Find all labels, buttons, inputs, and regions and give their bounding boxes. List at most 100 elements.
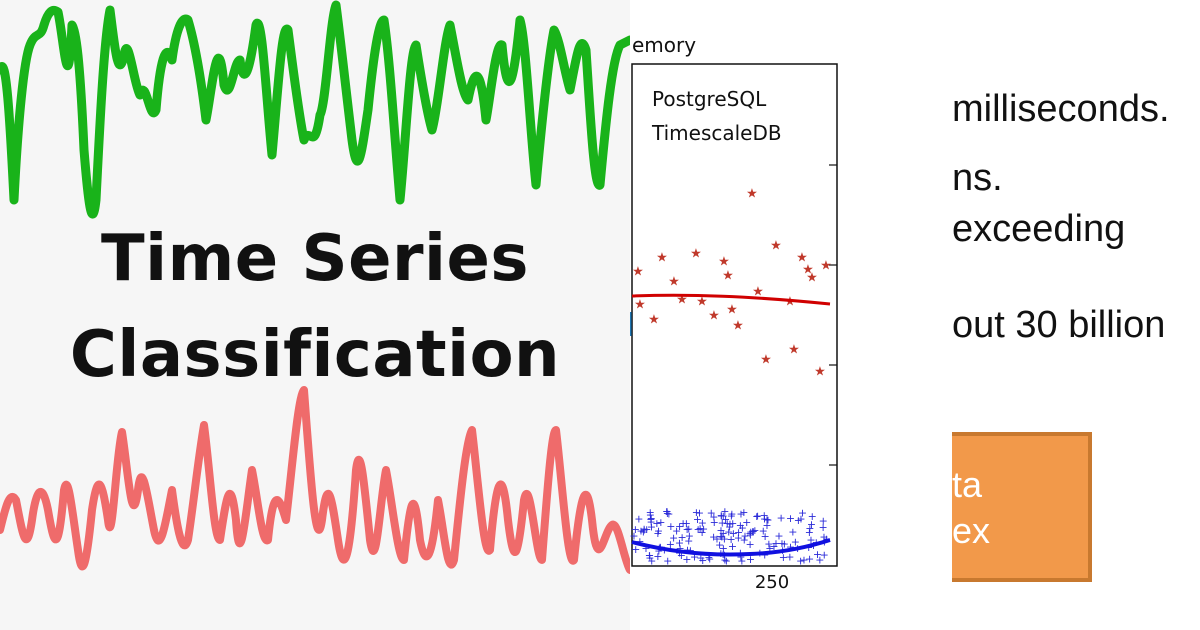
timescaledb-point: +	[807, 518, 816, 531]
timescaledb-point: +	[813, 548, 822, 561]
timescaledb-point: +	[641, 542, 650, 555]
timescaledb-point: +	[672, 525, 681, 538]
timescaledb-point: +	[712, 533, 721, 546]
timescaledb-point: +	[693, 523, 702, 536]
timescaledb-point: +	[721, 513, 730, 526]
timescaledb-point: +	[653, 527, 662, 540]
timescaledb-point: +	[631, 523, 640, 536]
timescaledb-point: +	[820, 549, 829, 562]
timescaledb-point: +	[639, 523, 648, 536]
timescaledb-point: +	[645, 551, 654, 564]
postgresql-point: ★	[708, 309, 720, 324]
postgresql-point: ★	[632, 265, 644, 280]
timescaledb-point: +	[707, 507, 716, 520]
right-axis-ticks	[829, 164, 837, 466]
timescaledb-point: +	[739, 506, 748, 519]
timescaledb-point: +	[678, 517, 687, 530]
timescaledb-point: +	[692, 506, 701, 519]
timescaledb-point: +	[805, 522, 814, 535]
postgresql-point: ★	[752, 285, 764, 300]
timescaledb-point: +	[786, 540, 795, 553]
waveforms	[0, 0, 630, 574]
postgresql-point: ★	[634, 298, 646, 313]
timescaledb-point: +	[774, 530, 783, 543]
timescaledb-point: +	[663, 554, 672, 567]
timescaledb-point: +	[663, 507, 672, 520]
timescaledb-point: +	[636, 524, 645, 537]
timescaledb-point: +	[722, 555, 731, 568]
timescaledb-point: +	[818, 521, 827, 534]
timescaledb-point: +	[726, 533, 735, 546]
timescaledb-point: +	[696, 552, 705, 565]
timescaledb-point: +	[654, 545, 663, 558]
timescaledb-point: +	[718, 517, 727, 530]
timescaledb-point: +	[647, 512, 656, 525]
timescaledb-point: +	[734, 526, 743, 539]
timescaledb-point: +	[736, 519, 745, 532]
postgresql-point: ★	[732, 319, 744, 334]
postgresql-point: ★	[676, 293, 688, 308]
orange-box: ta ex	[952, 432, 1092, 582]
timescaledb-point: +	[630, 529, 639, 542]
timescaledb-point: +	[695, 506, 704, 519]
timescaledb-point: +	[746, 553, 755, 566]
time-series-classification-panel: Time Series Classification	[0, 0, 630, 574]
postgresql-point: ★	[788, 343, 800, 358]
timescaledb-point: +	[710, 516, 719, 529]
timescaledb-point: +	[798, 506, 807, 519]
timescaledb-point: +	[639, 526, 648, 539]
postgresql-point: ★	[690, 247, 702, 262]
timescaledb-point: +	[683, 543, 692, 556]
timescaledb-point: +	[753, 509, 762, 522]
timescaledb-point: +	[677, 549, 686, 562]
timescaledb-point: +	[682, 523, 691, 536]
text-line-1: milliseconds.	[952, 88, 1170, 130]
timescaledb-point: +	[704, 551, 713, 564]
postgresql-point: ★	[722, 269, 734, 284]
timescaledb-point: +	[725, 518, 734, 531]
chart-panel: emory PostgreSQL TimescaleDB ★ ★ ★ ★ ★ ★ ★ ★ ★ ★ ★…	[630, 0, 900, 630]
timescaledb-point: +	[719, 527, 728, 540]
timescaledb-point: +	[723, 517, 732, 530]
timescaledb-point: +	[759, 525, 768, 538]
chart-title-fragment: emory	[632, 33, 696, 57]
timescaledb-point: +	[653, 550, 662, 563]
timescaledb-point: +	[645, 549, 654, 562]
timescaledb-point: +	[716, 524, 725, 537]
text-line-4: out 30 billion	[952, 304, 1166, 346]
timescaledb-point: +	[728, 540, 737, 553]
timescaledb-point: +	[791, 536, 800, 549]
timescaledb-point: +	[646, 506, 655, 519]
timescaledb-point: +	[805, 526, 814, 539]
red-waveform	[0, 386, 630, 574]
timescaledb-point: +	[737, 555, 746, 568]
timescaledb-point: +	[645, 549, 654, 562]
timescaledb-point: +	[805, 552, 814, 565]
timescaledb-point: +	[750, 524, 759, 537]
postgresql-point: ★	[696, 295, 708, 310]
timescaledb-point: +	[715, 539, 724, 552]
timescaledb-point: +	[685, 529, 694, 542]
timescaledb-point: +	[740, 533, 749, 546]
postgresql-point: ★	[668, 275, 680, 290]
postgresql-trend-line	[631, 293, 831, 306]
timescaledb-point: +	[664, 508, 673, 521]
timescaledb-point: +	[745, 538, 754, 551]
timescaledb-point: +	[729, 527, 738, 540]
timescaledb-point: +	[634, 513, 643, 526]
timescaledb-point: +	[777, 537, 786, 550]
timescaledb-point: +	[720, 553, 729, 566]
timescaledb-point: +	[716, 530, 725, 543]
timescaledb-point: +	[796, 512, 805, 525]
timescaledb-point: +	[746, 529, 755, 542]
timescaledb-trend-line	[631, 538, 831, 557]
timescaledb-point: +	[675, 536, 684, 549]
box-line-1: ta	[952, 464, 983, 505]
timescaledb-point: +	[709, 511, 718, 524]
timescaledb-point: +	[748, 525, 757, 538]
postgresql-point: ★	[796, 251, 808, 266]
timescaledb-point: +	[760, 530, 769, 543]
postgresql-point: ★	[802, 263, 814, 278]
timescaledb-points: ++++++++ ++++++++++ ++++ +++++++++++++ +++ ++…	[630, 505, 831, 568]
timescaledb-point: +	[699, 523, 708, 536]
